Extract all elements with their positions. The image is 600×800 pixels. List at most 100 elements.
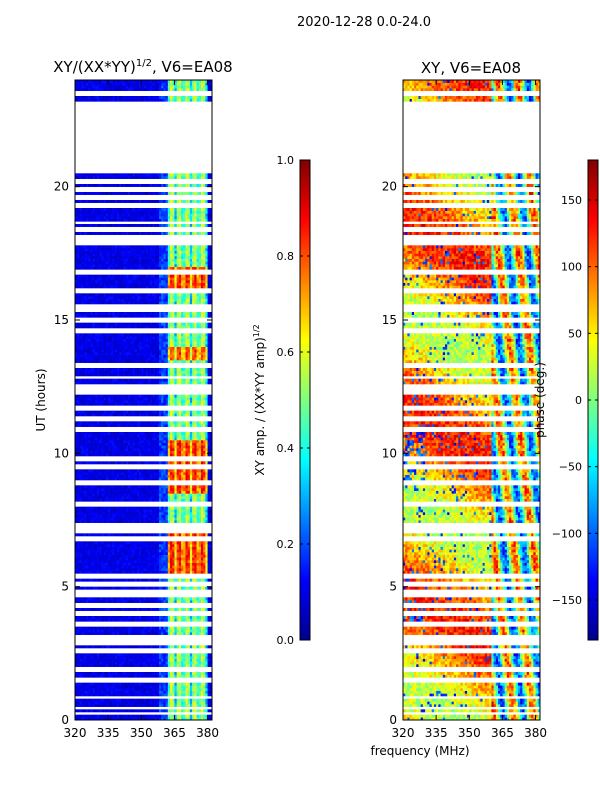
heatmap-cell [192,698,195,702]
heatmap-cell [192,450,195,454]
heatmap-cell [203,600,206,603]
heatmap-cell [207,546,211,550]
heatmap-cell [152,373,155,377]
heatmap-cell [150,512,153,515]
heatmap-cell [150,474,153,478]
heatmap-cell [163,400,166,403]
heatmap-cell [170,477,173,481]
heatmap-cell [79,397,82,401]
heatmap-cell [158,552,162,555]
heatmap-cell [128,685,131,689]
heatmap-cell [114,541,118,545]
heatmap-cell [92,394,96,398]
heatmap-cell [152,626,155,630]
heatmap-cell [189,370,193,374]
heatmap-cell [112,629,116,633]
heatmap-cell [125,626,129,630]
heatmap-cell [77,517,80,521]
heatmap-cell [176,570,180,574]
heatmap-cell [200,688,204,691]
heatmap-cell [187,485,191,489]
heatmap-cell [114,717,118,720]
heatmap-cell [205,469,208,473]
heatmap-cell [200,693,204,697]
heatmap-cell [139,664,142,667]
heatmap-cell [139,549,142,553]
heatmap-cell [123,616,127,619]
heatmap-cell [86,557,89,561]
heatmap-cell [103,618,107,622]
heatmap-cell [94,413,98,417]
heatmap-cell [132,672,135,675]
heatmap-cell [108,424,111,427]
heatmap-cell [207,626,211,630]
heatmap-cell [165,413,169,417]
heatmap-cell [134,432,138,435]
heatmap-cell [167,600,171,603]
heatmap-cell [97,632,100,635]
heatmap-cell [116,514,120,518]
heatmap-cell [75,368,78,371]
heatmap-cell [187,672,191,675]
heatmap-cell [108,586,111,590]
heatmap-cell [110,560,113,563]
heatmap-cell [161,496,164,499]
heatmap-cell [130,381,133,385]
heatmap-cell [147,469,151,473]
heatmap-cell [83,672,87,675]
heatmap-cell [75,445,78,449]
heatmap-cell [183,424,186,427]
heatmap-cell [110,477,113,481]
heatmap-cell [156,493,160,497]
heatmap-cell [200,632,204,635]
heatmap-cell [136,672,140,675]
heatmap-cell [112,394,116,398]
heatmap-cell [174,664,177,667]
heatmap-cell [128,565,131,569]
heatmap-cell [183,554,186,558]
heatmap-cell [125,490,129,494]
heatmap-cell [136,709,140,713]
heatmap-cell [198,672,202,675]
heatmap-cell [75,434,78,438]
heatmap-cell [101,440,105,443]
heatmap-cell [90,653,93,657]
heatmap-cell [119,413,122,417]
heatmap-cell [101,664,105,667]
heatmap-cell [116,653,120,657]
heatmap-cell [158,544,162,547]
heatmap-cell [134,485,138,489]
heatmap-cell [92,608,96,611]
heatmap-cell [178,472,182,475]
heatmap-cell [192,533,195,537]
heatmap-cell [79,485,82,489]
heatmap-cell [196,517,200,521]
heatmap-cell [154,688,158,691]
heatmap-cell [165,490,169,494]
heatmap-cell [136,658,140,662]
heatmap-cell [121,616,124,619]
heatmap-cell [176,453,180,457]
heatmap-cell [154,378,158,382]
heatmap-cell [123,544,127,547]
heatmap-cell [200,378,204,382]
heatmap-cell [125,450,129,454]
heatmap-cell [174,685,177,689]
heatmap-cell [132,664,135,667]
heatmap-cell [176,658,180,662]
heatmap-cell [105,410,109,414]
heatmap-cell [207,437,211,441]
heatmap-cell [75,557,78,561]
heatmap-cell [143,714,147,718]
heatmap-cell [101,437,105,441]
heatmap-cell [165,400,169,403]
heatmap-cell [198,445,202,449]
heatmap-cell [79,653,82,657]
heatmap-cell [88,485,91,489]
heatmap-cell [75,506,78,510]
heatmap-cell [172,717,175,720]
heatmap-cell [86,402,89,406]
heatmap-cell [75,477,78,481]
heatmap-cell [174,533,177,537]
